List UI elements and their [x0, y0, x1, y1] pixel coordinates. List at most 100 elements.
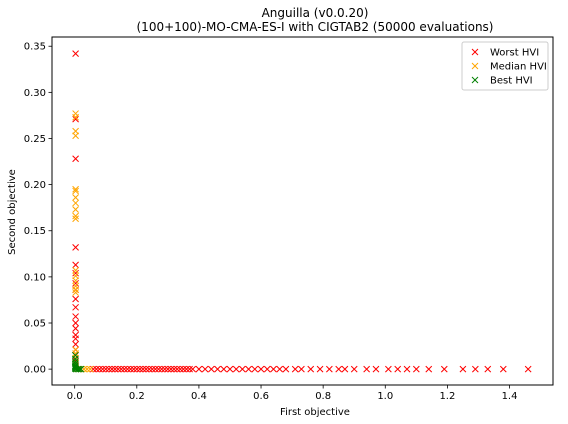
data-point	[176, 365, 184, 373]
data-point	[412, 365, 420, 373]
data-point	[72, 335, 79, 343]
data-point	[133, 365, 141, 373]
y-axis-label: Second objective	[7, 169, 18, 255]
data-point	[72, 319, 79, 327]
series-layer	[71, 50, 532, 373]
data-point	[350, 365, 358, 373]
data-point	[93, 365, 100, 373]
data-point	[72, 269, 79, 277]
data-point	[173, 365, 181, 373]
data-point	[136, 365, 144, 373]
data-point	[72, 187, 79, 195]
axes-frame	[51, 36, 554, 386]
data-point	[195, 365, 203, 373]
data-point	[276, 365, 284, 373]
data-point	[121, 365, 128, 373]
data-point	[170, 365, 178, 373]
data-point	[83, 365, 91, 373]
legend-marker-best-hvi	[471, 76, 479, 84]
x-axis-label: First objective	[280, 407, 350, 418]
data-point	[72, 340, 79, 348]
data-point	[72, 303, 79, 311]
y-tick-label: 0.20	[24, 180, 46, 191]
data-point	[117, 365, 125, 373]
data-point	[127, 365, 134, 373]
legend-marker-median-hvi	[471, 62, 479, 70]
data-point	[189, 365, 197, 373]
legend-label-best-hvi: Best HVI	[490, 76, 533, 87]
data-point	[239, 365, 246, 373]
y-tick-label: 0.05	[24, 319, 46, 330]
legend-marker-worst-hvi	[471, 48, 479, 56]
data-point	[111, 365, 119, 373]
data-point	[72, 185, 79, 193]
data-point	[72, 50, 79, 57]
x-tick-label: 0.2	[129, 391, 145, 402]
data-point	[403, 365, 411, 373]
legend-label-median-hvi: Median HVI	[490, 62, 547, 73]
chart-title: Anguilla (v0.0.20)	[262, 6, 369, 20]
x-axis: 0.0 0.2 0.4 0.6 0.8 1.0 1.2 1.4	[67, 385, 517, 402]
x-tick-label: 0.6	[253, 391, 269, 402]
data-point	[183, 365, 190, 373]
data-point	[155, 365, 162, 373]
x-tick-label: 0.0	[67, 391, 83, 402]
y-tick-label: 0.00	[24, 365, 46, 376]
data-point	[316, 365, 324, 373]
data-point	[152, 365, 159, 373]
data-point	[180, 365, 187, 373]
chart-subtitle: (100+100)-MO-CMA-ES-I with CIGTAB2 (5000…	[137, 20, 494, 34]
plot-area	[51, 36, 554, 386]
y-tick-label: 0.35	[24, 42, 46, 53]
data-point	[335, 365, 343, 373]
data-point	[72, 261, 79, 269]
data-point	[214, 365, 221, 373]
data-point	[130, 365, 138, 373]
data-point	[245, 365, 252, 373]
data-point	[186, 365, 193, 373]
data-point	[363, 365, 370, 373]
data-point	[471, 365, 479, 373]
data-point	[145, 365, 153, 373]
data-point	[226, 365, 234, 373]
data-point	[282, 365, 290, 373]
series-best-hvi	[71, 351, 85, 373]
data-point	[72, 215, 79, 223]
data-point	[72, 243, 79, 251]
data-point	[75, 365, 83, 373]
data-point	[74, 365, 82, 373]
data-point	[72, 132, 79, 140]
data-point	[142, 365, 150, 373]
data-point	[307, 365, 315, 373]
data-point	[207, 365, 215, 373]
legend-box	[461, 41, 549, 91]
data-point	[72, 113, 79, 121]
y-tick-label: 0.30	[24, 88, 46, 99]
legend-label-worst-hvi: Worst HVI	[490, 48, 539, 59]
data-point	[158, 365, 165, 373]
data-point	[108, 365, 116, 373]
data-point	[89, 365, 97, 373]
data-point	[394, 365, 402, 373]
data-point	[102, 365, 110, 373]
data-point	[263, 365, 271, 373]
data-point	[72, 199, 79, 207]
legend: Worst HVI Median HVI Best HVI	[461, 41, 549, 91]
data-point	[161, 365, 169, 373]
data-point	[72, 289, 79, 296]
data-point	[124, 365, 131, 373]
y-tick-label: 0.10	[24, 272, 46, 283]
data-point	[72, 115, 79, 123]
data-point	[341, 365, 349, 373]
data-point	[99, 365, 106, 373]
data-point	[72, 286, 79, 294]
data-point	[164, 365, 172, 373]
data-point	[385, 365, 392, 373]
data-point	[425, 365, 433, 373]
data-point	[201, 365, 209, 373]
data-point	[372, 365, 380, 373]
data-point	[459, 365, 467, 373]
data-point	[72, 325, 79, 332]
y-tick-label: 0.15	[24, 226, 46, 237]
